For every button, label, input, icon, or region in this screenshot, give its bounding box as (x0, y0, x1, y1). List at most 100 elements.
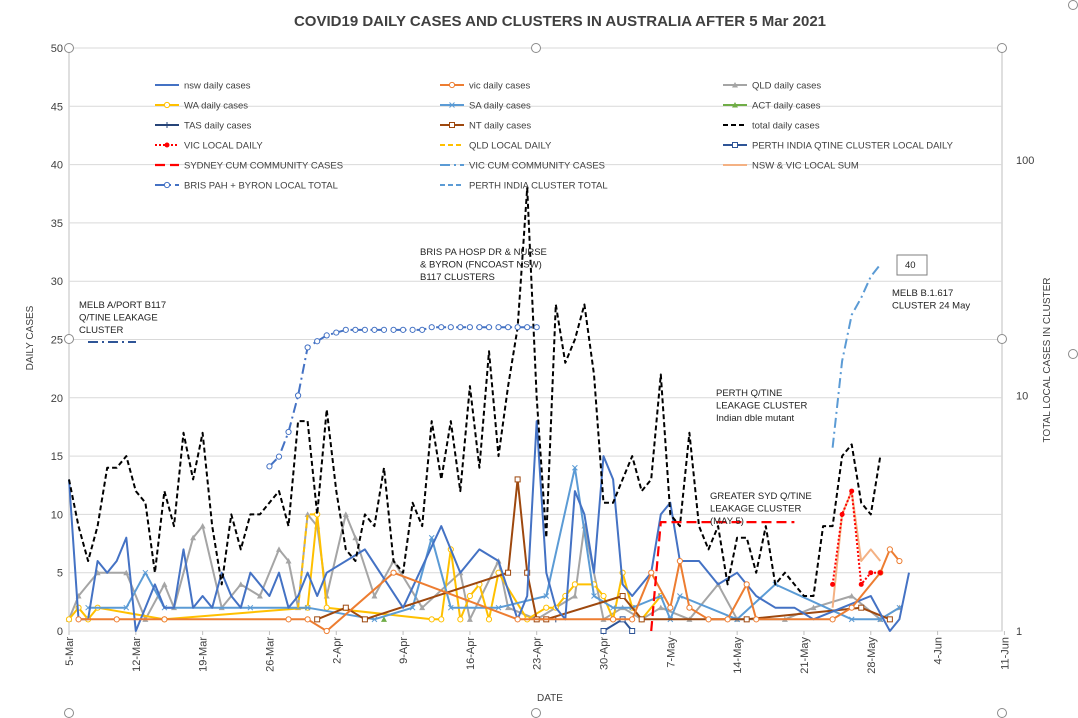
data-point (352, 326, 359, 333)
data-point (163, 101, 171, 109)
series-line (602, 618, 633, 632)
legend-item: SA daily cases (440, 101, 531, 112)
resize-handle-tl[interactable] (64, 43, 74, 53)
data-point (342, 511, 349, 517)
data-point (657, 604, 664, 611)
data-point (753, 616, 760, 623)
data-point (505, 604, 512, 611)
y-tick-label: 0 (57, 626, 63, 638)
legend-label: SA daily cases (469, 101, 531, 112)
data-point (65, 616, 73, 623)
outer-handle-mr[interactable] (1068, 349, 1078, 359)
x-tick-label: 28-May (866, 637, 878, 674)
outer-handle-tr[interactable] (1068, 0, 1078, 10)
data-point (743, 581, 750, 588)
y-axis-label: DAILY CASES (25, 305, 36, 370)
x-tick-label: 12-Mar (131, 637, 143, 672)
data-point (294, 392, 302, 399)
y2-axis-label: TOTAL LOCAL CASES IN CLUSTER (1042, 277, 1053, 442)
data-point (438, 616, 445, 623)
series-sydney-cum-community-cases (650, 521, 795, 632)
legend-label: TAS daily cases (184, 121, 252, 132)
annotation: 40 (896, 254, 928, 276)
data-point (896, 557, 903, 565)
data-point (448, 81, 456, 89)
data-point (142, 569, 149, 576)
data-point (409, 326, 416, 333)
legend-item: BRIS PAH + BYRON LOCAL TOTAL (155, 181, 338, 192)
gridlines (68, 47, 1003, 632)
annotation-text: B117 CLUSTERS (420, 272, 495, 283)
data-point (858, 604, 865, 611)
legend-item: PERTH INDIA QTINE CLUSTER LOCAL DAILY (723, 141, 954, 152)
annotation-text: MELB A/PORT B117 (79, 300, 166, 311)
y-tick-label: 40 (51, 160, 63, 172)
data-point (75, 616, 82, 623)
resize-handle-tm[interactable] (531, 43, 541, 53)
y-tick-label: 35 (51, 218, 63, 230)
data-point (514, 324, 521, 331)
data-point (304, 604, 311, 611)
data-point (543, 593, 550, 599)
annotation-text: Q/TINE LEAKAGE (79, 313, 158, 324)
data-point (419, 604, 426, 611)
data-point (361, 326, 368, 333)
data-point (380, 326, 388, 333)
annotation-text: LEAKAGE CLUSTER (710, 504, 801, 515)
data-point (449, 102, 455, 108)
y2-tick-label: 1 (1016, 626, 1022, 638)
series-line (650, 521, 795, 632)
y-tick-label: 30 (51, 276, 63, 288)
y2-tick-label: 100 (1016, 155, 1034, 167)
x-tick-label: 5-Mar (64, 637, 76, 666)
data-point (610, 604, 616, 611)
data-point (886, 616, 893, 623)
data-point (849, 488, 855, 494)
data-point (447, 604, 454, 611)
annotation-text: Indian dble mutant (716, 413, 795, 424)
data-point (164, 142, 170, 148)
legend-label: VIC CUM COMMUNITY CASES (469, 161, 605, 172)
legend-item: VIC CUM COMMUNITY CASES (440, 161, 605, 172)
legend-label: NSW & VIC LOCAL SUM (752, 161, 859, 172)
data-point (848, 593, 855, 599)
data-point (676, 557, 683, 565)
data-point (514, 616, 521, 623)
data-point (543, 604, 550, 611)
legend-label: WA daily cases (184, 101, 248, 112)
resize-handle-mr[interactable] (997, 334, 1007, 344)
data-point (123, 569, 130, 576)
resize-handle-bl[interactable] (64, 708, 74, 718)
data-point (285, 558, 292, 564)
y-tick-label: 20 (51, 393, 63, 405)
legend-item: QLD daily cases (723, 81, 821, 92)
data-point (504, 324, 512, 331)
data-point (323, 332, 330, 339)
series-line (297, 513, 318, 608)
legend-item: nsw daily cases (155, 81, 251, 92)
annotation-text: CLUSTER (79, 325, 123, 336)
series-layer (65, 186, 910, 635)
series-line (831, 490, 882, 608)
series-vic-cum-community-cases (831, 263, 882, 448)
series-line (831, 263, 882, 448)
resize-handle-br[interactable] (997, 708, 1007, 718)
data-point (848, 604, 855, 611)
y2-tick-label: 10 (1016, 391, 1028, 403)
y-tick-label: 25 (51, 335, 63, 347)
chart-title: COVID19 DAILY CASES AND CLUSTERS IN AUST… (294, 13, 826, 30)
data-point (572, 464, 578, 471)
legend-label: ACT daily cases (752, 101, 821, 112)
x-tick-label: 16-Apr (465, 637, 477, 670)
resize-handle-bm[interactable] (531, 708, 541, 718)
data-point (629, 616, 636, 623)
annotation-text: GREATER SYD Q/TINE (710, 491, 812, 502)
data-point (571, 581, 578, 588)
resize-handle-ml[interactable] (64, 334, 74, 344)
x-tick-label: 2-Apr (331, 637, 343, 664)
resize-handle-tr[interactable] (997, 43, 1007, 53)
data-point (199, 523, 206, 529)
x-tick-label: 14-May (732, 637, 744, 674)
